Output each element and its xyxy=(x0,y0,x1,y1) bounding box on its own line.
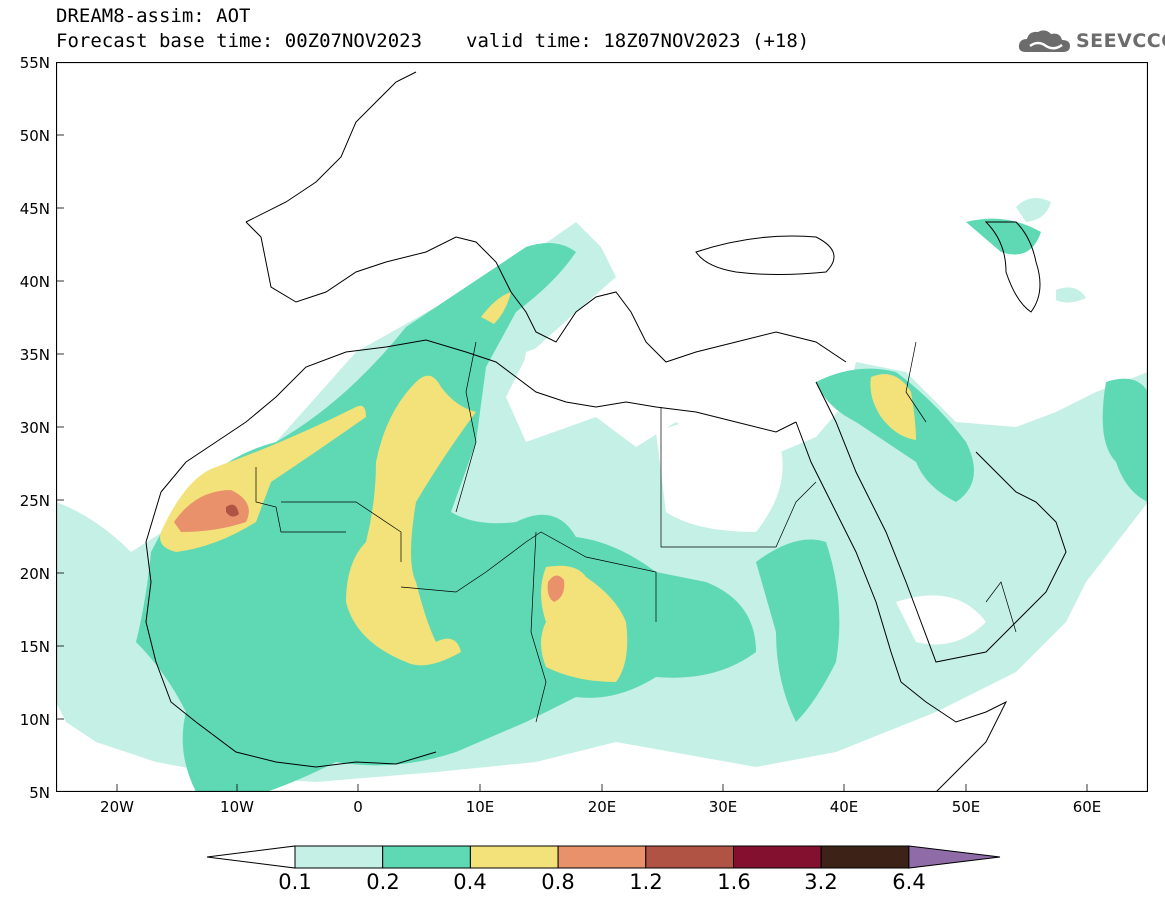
colorbar-label: 0.8 xyxy=(541,870,575,894)
colorbar-label: 0.1 xyxy=(278,870,312,894)
colorbar-label: 1.6 xyxy=(717,870,751,894)
map-frame xyxy=(56,62,1148,792)
lon-label: 20W xyxy=(100,798,134,816)
colorbar-cell xyxy=(382,845,471,869)
colorbar-cell xyxy=(557,845,647,869)
lon-label: 0 xyxy=(353,798,363,816)
seevccc-logo: SEEVCCC xyxy=(1018,26,1165,56)
colorbar-cell xyxy=(469,845,559,869)
colorbar-label: 1.2 xyxy=(629,870,663,894)
lat-label: 25N xyxy=(19,492,50,510)
lat-label: 5N xyxy=(29,784,50,802)
lon-label: 20E xyxy=(587,798,617,816)
lat-label: 15N xyxy=(19,638,50,656)
colorbar-label: 6.4 xyxy=(892,870,926,894)
lat-label: 50N xyxy=(19,127,50,145)
lon-label: 30E xyxy=(708,798,738,816)
coastlines xyxy=(145,71,1067,792)
lat-label: 30N xyxy=(19,419,50,437)
colorbar-cell xyxy=(645,845,734,869)
colorbar-arrow-low xyxy=(206,845,296,869)
lon-label: 60E xyxy=(1072,798,1102,816)
colorbar-cell xyxy=(733,845,822,869)
lat-label: 40N xyxy=(19,273,50,291)
aot-band-0.4-0.8 xyxy=(160,292,916,682)
logo-text: SEEVCCC xyxy=(1076,30,1165,52)
aot-map xyxy=(56,62,1148,792)
aot-band-1.2-1.6 xyxy=(226,504,239,517)
lat-label: 45N xyxy=(19,200,50,218)
colorbar xyxy=(206,845,1001,869)
valid-time: valid time: 18Z07NOV2023 (+18) xyxy=(466,30,810,52)
colorbar-cell xyxy=(294,845,384,869)
map-title: DREAM8-assim: AOT xyxy=(56,5,251,27)
lon-label: 50E xyxy=(951,798,981,816)
lon-label: 10E xyxy=(465,798,495,816)
lat-label: 10N xyxy=(19,711,50,729)
cloud-icon xyxy=(1018,30,1070,52)
lon-label: 40E xyxy=(829,798,859,816)
colorbar-label: 3.2 xyxy=(804,870,838,894)
graticule-ticks xyxy=(56,134,1088,792)
lon-label: 10W xyxy=(220,798,254,816)
forecast-time-line: Forecast base time: 00Z07NOV2023 valid ti… xyxy=(56,31,809,52)
lat-label: 35N xyxy=(19,346,50,364)
base-time: Forecast base time: 00Z07NOV2023 xyxy=(56,30,423,52)
lat-label: 20N xyxy=(19,565,50,583)
colorbar-label: 0.2 xyxy=(366,870,400,894)
colorbar-label: 0.4 xyxy=(453,870,487,894)
lat-label: 55N xyxy=(19,54,50,72)
colorbar-arrow-high xyxy=(908,845,1001,869)
colorbar-cell xyxy=(820,845,910,869)
country-borders xyxy=(255,341,1017,723)
aot-band-0.8-1.2 xyxy=(174,490,565,602)
